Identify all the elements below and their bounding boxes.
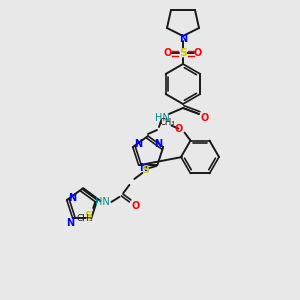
Text: N: N — [134, 139, 142, 149]
Text: N: N — [179, 34, 187, 44]
Text: CH₃: CH₃ — [77, 214, 94, 223]
Text: O: O — [194, 48, 202, 58]
Text: N: N — [67, 218, 75, 228]
Text: S: S — [179, 48, 187, 58]
Text: HN: HN — [95, 197, 110, 207]
Text: O: O — [131, 201, 140, 211]
Text: HN: HN — [154, 113, 169, 123]
Text: N: N — [140, 163, 148, 173]
Text: S: S — [141, 165, 149, 175]
Text: S: S — [84, 211, 92, 221]
Text: O: O — [174, 124, 183, 134]
Text: N: N — [154, 139, 162, 149]
Text: O: O — [164, 48, 172, 58]
Text: CH₃: CH₃ — [160, 118, 175, 127]
Text: O: O — [201, 113, 209, 123]
Text: N: N — [68, 193, 76, 203]
